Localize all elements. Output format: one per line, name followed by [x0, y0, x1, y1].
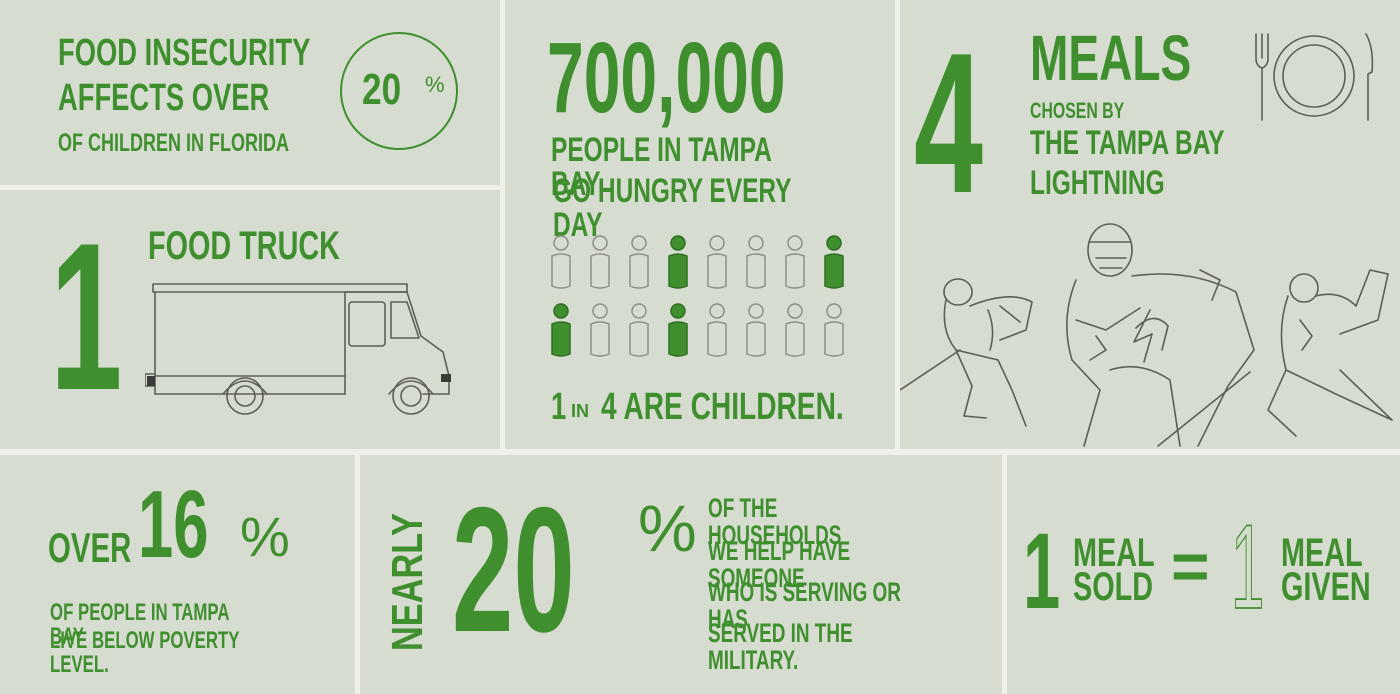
percent-circle: 20 %	[340, 32, 458, 150]
poverty-line2: LIVE BELOW POVERTY LEVEL.	[50, 627, 240, 678]
children-rest: 4 ARE CHILDREN.	[601, 386, 844, 428]
people-grid	[551, 235, 844, 357]
person-icon-outline	[785, 303, 805, 357]
meal-left-line2: SOLD	[1073, 565, 1154, 609]
person-icon-outline	[707, 235, 727, 289]
percent-sign: %	[425, 72, 445, 97]
person-icon-filled	[551, 303, 571, 357]
hungry-line1: PEOPLE IN TAMPA BAY	[551, 131, 771, 203]
food-insecurity-line2: AFFECTS OVER	[58, 77, 270, 119]
meals-heading: MEALS	[1030, 22, 1192, 94]
military-nearly: NEARLY	[383, 513, 432, 651]
meal-left-line1: MEAL	[1073, 531, 1155, 575]
hockey-players-illustration	[900, 223, 1393, 447]
military-line2: WE HELP HAVE SOMEONE	[708, 536, 851, 593]
military-panel: NEARLY 20 % OF THE HOUSEHOLDS WE HELP HA…	[360, 455, 1002, 694]
fork-plate-knife-icon	[1255, 33, 1374, 121]
person-icon-outline	[746, 235, 766, 289]
food-insecurity-line1: FOOD INSECURITY	[58, 32, 311, 74]
person-icon-outline	[590, 303, 610, 357]
food-insecurity-line3: OF CHILDREN IN FLORIDA	[58, 129, 289, 157]
military-line4: SERVED IN THE MILITARY.	[708, 618, 853, 675]
truck-number: 1	[50, 199, 123, 434]
person-icon-outline	[707, 303, 727, 357]
meal-right-number: 1	[1231, 500, 1265, 634]
meal-right-line1: MEAL	[1281, 531, 1363, 575]
military-percent: %	[638, 491, 697, 565]
person-icon-outline	[551, 235, 571, 289]
military-number: 20	[452, 470, 575, 669]
hungry-panel: 700,000 PEOPLE IN TAMPA BAY GO HUNGRY EV…	[505, 0, 895, 449]
person-icon-outline	[746, 303, 766, 357]
percent-number: 20	[362, 65, 402, 114]
meals-line2: THE TAMPA BAY	[1030, 124, 1225, 162]
meals-line3: LIGHTNING	[1030, 164, 1165, 202]
person-icon-outline	[629, 303, 649, 357]
military-line3: WHO IS SERVING OR HAS	[708, 577, 901, 634]
meals-panel: 4 MEALS CHOSEN BY THE TAMPA BAY LIGHTNIN…	[900, 0, 1400, 449]
children-one: 1	[551, 386, 567, 428]
meal-left-number: 1	[1023, 510, 1061, 631]
poverty-panel: OVER 16 % OF PEOPLE IN TAMPA BAY LIVE BE…	[0, 455, 355, 694]
military-line1: OF THE HOUSEHOLDS	[708, 493, 842, 550]
meals-line1: CHOSEN BY	[1030, 98, 1125, 123]
person-icon-filled	[668, 235, 688, 289]
person-icon-outline	[590, 235, 610, 289]
poverty-number: 16	[138, 471, 209, 578]
food-truck-panel: 1 FOOD TRUCK	[0, 190, 500, 449]
meal-right-line2: GIVEN	[1281, 565, 1371, 609]
food-truck-icon	[145, 283, 451, 415]
poverty-over: OVER	[48, 524, 132, 571]
person-icon-outline	[824, 303, 844, 357]
person-icon-filled	[824, 235, 844, 289]
equals-sign: =	[1171, 529, 1210, 603]
person-icon-outline	[629, 235, 649, 289]
children-in: IN	[571, 401, 589, 421]
food-insecurity-panel: FOOD INSECURITY AFFECTS OVER OF CHILDREN…	[0, 0, 500, 185]
person-icon-filled	[668, 303, 688, 357]
poverty-line1: OF PEOPLE IN TAMPA BAY	[50, 599, 229, 650]
poverty-percent: %	[240, 505, 290, 568]
meal-given-panel: 1 MEAL SOLD = 1 MEAL GIVEN	[1007, 455, 1400, 694]
truck-label: FOOD TRUCK	[148, 224, 340, 268]
hungry-number: 700,000	[547, 22, 786, 134]
person-icon-outline	[785, 235, 805, 289]
meals-number: 4	[914, 12, 983, 235]
